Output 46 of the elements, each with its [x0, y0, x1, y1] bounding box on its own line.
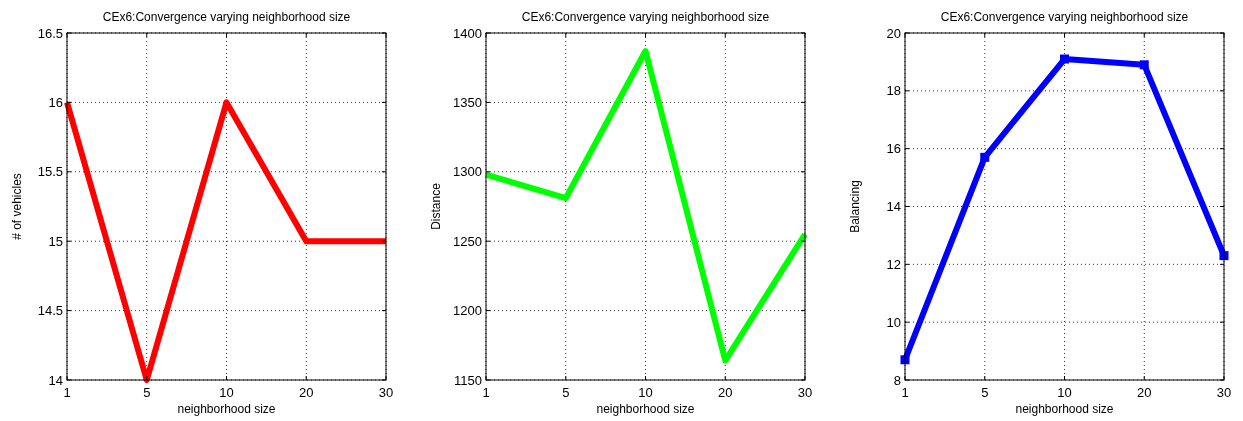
- y-tick-label: 14: [886, 199, 901, 215]
- y-tick-label: 16.5: [37, 25, 63, 41]
- y-axis-title: Balancing: [848, 180, 862, 233]
- x-tick-label: 30: [378, 385, 394, 400]
- chart-title: CEx6:Convergence varying neighborhood size: [521, 10, 770, 24]
- x-tick-label: 20: [1137, 385, 1152, 400]
- y-tick-label: 14: [48, 372, 63, 388]
- x-tick-label: 5: [562, 385, 570, 400]
- chart-title: CEx6:Convergence varying neighborhood size: [102, 10, 351, 24]
- point: [1139, 60, 1149, 70]
- point: [1060, 54, 1069, 64]
- x-axis-title: neighborhood size: [596, 402, 695, 416]
- x-tick-label: 30: [1216, 385, 1232, 400]
- y-tick-label: 15.5: [37, 164, 63, 180]
- x-tick-label: 5: [143, 385, 151, 400]
- y-tick-label: 10: [886, 314, 901, 330]
- x-axis-title: neighborhood size: [1015, 402, 1114, 416]
- y-tick-label: 16: [886, 141, 901, 157]
- y-tick-label: 1400: [453, 25, 482, 41]
- y-tick-label: 8: [893, 372, 901, 388]
- x-tick-label: 30: [797, 385, 813, 400]
- x-tick-label: 20: [299, 385, 314, 400]
- y-tick-label: 14.5: [37, 303, 63, 319]
- y-tick-label: 1250: [453, 233, 482, 249]
- y-tick-label: 12: [886, 256, 901, 272]
- y-tick-label: 16: [48, 94, 63, 110]
- x-tick-label: 1: [63, 385, 71, 400]
- x-tick-label: 1: [482, 385, 490, 400]
- point: [980, 152, 990, 162]
- x-tick-label: 5: [981, 385, 989, 400]
- chart-title: CEx6:Convergence varying neighborhood size: [940, 10, 1189, 24]
- y-axis-title: # of vehicles: [10, 173, 24, 240]
- y-tick-label: 1300: [453, 164, 482, 180]
- x-tick-label: 1: [901, 385, 909, 400]
- x-tick-label: 20: [718, 385, 733, 400]
- y-tick-label: 1350: [453, 94, 482, 110]
- x-tick-label: 10: [1057, 385, 1072, 400]
- y-tick-label: 15: [48, 233, 63, 249]
- y-tick-label: 18: [886, 83, 901, 99]
- y-tick-label: 20: [886, 25, 901, 41]
- y-tick-label: 1150: [454, 372, 482, 388]
- x-tick-label: 10: [219, 385, 234, 400]
- x-tick-label: 10: [638, 385, 653, 400]
- y-tick-label: 1200: [453, 303, 482, 319]
- y-axis-title: Distance: [429, 182, 443, 230]
- x-axis-title: neighborhood size: [177, 402, 276, 416]
